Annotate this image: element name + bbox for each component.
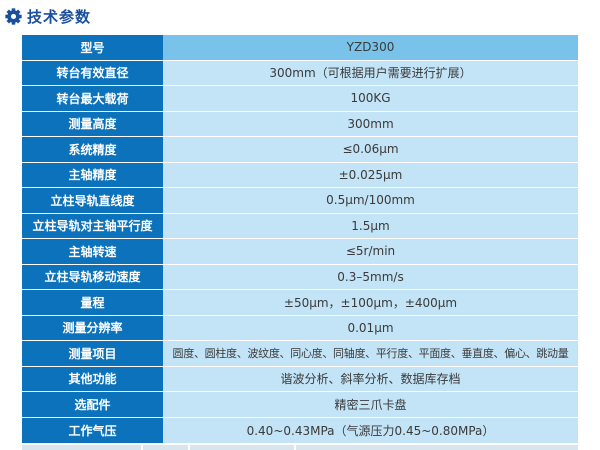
table-row-optional-accessories: 选配件 精密三爪卡盘	[22, 392, 578, 418]
row-label: 测量高度	[22, 111, 163, 136]
table-row-turntable-diameter: 转台有效直径 300mm（可根据用户需要进行扩展）	[22, 60, 578, 86]
row-value: ±50μm，±100μm，±400μm	[163, 290, 578, 315]
cell-divider	[188, 445, 190, 450]
row-label: 工作气压	[22, 417, 163, 443]
row-value: 0.3–5mm/s	[163, 264, 578, 289]
row-label: 量程	[22, 290, 163, 315]
row-value: 圆度、圆柱度、波纹度、同心度、同轴度、平行度、平面度、垂直度、偏心、跳动量	[163, 341, 578, 366]
row-value: 精密三爪卡盘	[163, 392, 578, 417]
row-value: ≤5r/min	[163, 239, 578, 264]
table-row-column-speed: 立柱导轨移动速度 0.3–5mm/s	[22, 264, 578, 290]
next-section-cell	[22, 445, 141, 450]
page-title: 技术参数	[27, 8, 92, 26]
table-row-other-functions: 其他功能 谐波分析、斜率分析、数据库存档	[22, 366, 578, 392]
row-label: 其他功能	[22, 366, 163, 391]
spec-table: 型号 YZD300 转台有效直径 300mm（可根据用户需要进行扩展） 转台最大…	[22, 35, 578, 443]
row-label: 型号	[22, 35, 163, 60]
table-row-measuring-range: 量程 ±50μm，±100μm，±400μm	[22, 290, 578, 316]
next-section-cell	[190, 445, 294, 450]
row-label: 立柱导轨直线度	[22, 188, 163, 213]
cell-divider	[294, 445, 296, 450]
next-section-cell	[143, 445, 188, 450]
table-row-resolution: 测量分辨率 0.01μm	[22, 315, 578, 341]
row-value: 1.5μm	[163, 213, 578, 238]
table-row-spindle-accuracy: 主轴精度 ±0.025μm	[22, 162, 578, 188]
row-value: 100KG	[163, 86, 578, 111]
row-value: 300mm（可根据用户需要进行扩展）	[163, 60, 578, 85]
table-row-spindle-speed: 主轴转速 ≤5r/min	[22, 239, 578, 265]
row-label: 立柱导轨对主轴平行度	[22, 213, 163, 238]
row-value: 0.01μm	[163, 315, 578, 340]
row-label: 系统精度	[22, 137, 163, 162]
table-row-model: 型号 YZD300	[22, 35, 578, 61]
row-label: 测量分辨率	[22, 315, 163, 340]
row-label: 主轴转速	[22, 239, 163, 264]
table-row-max-load: 转台最大载荷 100KG	[22, 86, 578, 112]
row-value: 0.40~0.43MPa（气源压力0.45~0.80MPa）	[163, 417, 578, 443]
table-row-working-pressure: 工作气压 0.40~0.43MPa（气源压力0.45~0.80MPa）	[22, 417, 578, 443]
section-header: 技术参数	[5, 6, 91, 27]
row-value: YZD300	[163, 35, 578, 60]
row-label: 主轴精度	[22, 162, 163, 187]
row-label: 立柱导轨移动速度	[22, 264, 163, 289]
table-row-column-straightness: 立柱导轨直线度 0.5μm/100mm	[22, 188, 578, 214]
table-row-measurement-items: 测量项目 圆度、圆柱度、波纹度、同心度、同轴度、平行度、平面度、垂直度、偏心、跳…	[22, 341, 578, 367]
table-row-measuring-height: 测量高度 300mm	[22, 111, 578, 137]
row-label: 转台有效直径	[22, 60, 163, 85]
row-label: 测量项目	[22, 341, 163, 366]
row-value: ≤0.06μm	[163, 137, 578, 162]
cell-divider	[141, 445, 143, 450]
table-row-system-accuracy: 系统精度 ≤0.06μm	[22, 137, 578, 163]
row-label: 转台最大载荷	[22, 86, 163, 111]
table-row-column-parallelism: 立柱导轨对主轴平行度 1.5μm	[22, 213, 578, 239]
row-value: 300mm	[163, 111, 578, 136]
row-value: 谐波分析、斜率分析、数据库存档	[163, 366, 578, 391]
next-section-edge	[22, 445, 578, 450]
next-section-cell	[296, 445, 578, 450]
gear-icon	[5, 8, 22, 25]
row-value: ±0.025μm	[163, 162, 578, 187]
row-value: 0.5μm/100mm	[163, 188, 578, 213]
row-label: 选配件	[22, 392, 163, 417]
